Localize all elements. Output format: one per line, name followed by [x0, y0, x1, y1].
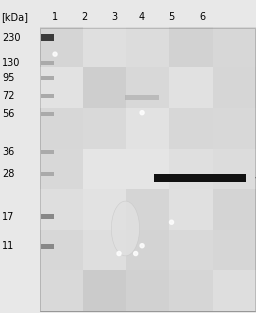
Text: 36: 36: [2, 147, 14, 157]
Ellipse shape: [111, 201, 140, 256]
Bar: [40, 28, 255, 311]
Text: 4: 4: [139, 12, 145, 22]
Text: 5: 5: [168, 12, 175, 22]
Text: 3: 3: [111, 12, 117, 22]
Text: 130: 130: [2, 58, 20, 68]
Bar: [41, 214, 54, 219]
Circle shape: [140, 110, 144, 115]
Circle shape: [134, 251, 138, 256]
Text: 17: 17: [2, 212, 14, 222]
Bar: [41, 95, 54, 99]
Text: 95: 95: [2, 73, 14, 83]
Text: 1: 1: [52, 12, 58, 22]
Text: 56: 56: [2, 109, 14, 119]
Bar: [154, 174, 246, 182]
Circle shape: [117, 251, 121, 256]
Bar: [41, 76, 54, 80]
Bar: [41, 244, 54, 249]
Bar: [41, 112, 54, 116]
Circle shape: [169, 220, 174, 224]
Text: 2: 2: [81, 12, 88, 22]
Text: 72: 72: [2, 91, 15, 101]
Circle shape: [140, 244, 144, 248]
Text: 230: 230: [2, 33, 20, 43]
Text: 6: 6: [199, 12, 205, 22]
Circle shape: [53, 52, 57, 56]
Text: [kDa]: [kDa]: [1, 12, 28, 22]
Bar: [41, 172, 54, 177]
Bar: [41, 34, 54, 41]
Bar: [41, 61, 54, 65]
Bar: [41, 151, 54, 155]
Bar: [125, 95, 159, 100]
Text: 28: 28: [2, 169, 14, 179]
Text: 11: 11: [2, 241, 14, 251]
Polygon shape: [255, 174, 256, 182]
